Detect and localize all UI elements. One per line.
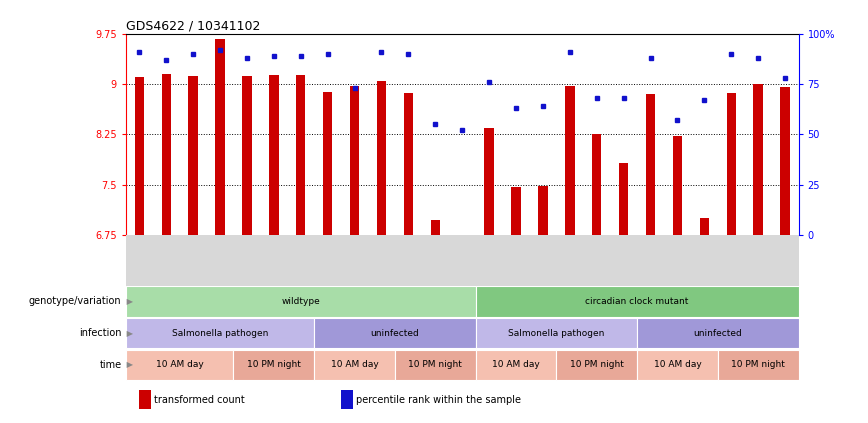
Text: 10 PM night: 10 PM night — [247, 360, 301, 369]
Bar — [126, 318, 314, 349]
Bar — [511, 187, 521, 235]
Text: ▶: ▶ — [124, 297, 134, 306]
Bar — [314, 349, 395, 380]
Bar — [215, 38, 225, 235]
Bar — [296, 75, 306, 235]
Bar — [646, 94, 655, 235]
Text: 10 AM day: 10 AM day — [331, 360, 378, 369]
Text: circadian clock mutant: circadian clock mutant — [585, 297, 689, 306]
Bar — [753, 84, 763, 235]
Bar — [404, 93, 413, 235]
Bar — [476, 349, 556, 380]
Bar — [126, 286, 476, 316]
Bar — [323, 92, 332, 235]
Text: 10 AM day: 10 AM day — [654, 360, 701, 369]
Bar — [269, 75, 279, 235]
Bar — [314, 318, 476, 349]
Text: wildtype: wildtype — [281, 297, 320, 306]
Bar — [395, 349, 476, 380]
Text: percentile rank within the sample: percentile rank within the sample — [356, 395, 521, 405]
Bar — [619, 163, 628, 235]
Bar — [476, 286, 799, 316]
Text: time: time — [100, 360, 122, 370]
Bar — [565, 86, 575, 235]
Text: 10 AM day: 10 AM day — [492, 360, 540, 369]
Bar — [350, 86, 359, 235]
Bar — [673, 136, 682, 235]
Bar — [727, 93, 736, 235]
Text: genotype/variation: genotype/variation — [29, 297, 122, 306]
Text: GDS4622 / 10341102: GDS4622 / 10341102 — [126, 20, 260, 33]
Bar — [341, 390, 353, 409]
Text: Salmonella pathogen: Salmonella pathogen — [172, 329, 268, 338]
Text: 10 PM night: 10 PM night — [408, 360, 463, 369]
Bar — [135, 77, 144, 235]
Bar — [139, 390, 151, 409]
Text: ▶: ▶ — [124, 329, 134, 338]
Bar — [637, 318, 799, 349]
Text: 10 PM night: 10 PM night — [569, 360, 624, 369]
Bar — [377, 81, 386, 235]
Text: uninfected: uninfected — [694, 329, 742, 338]
Bar — [592, 135, 602, 235]
Text: infection: infection — [79, 328, 122, 338]
Bar — [233, 349, 314, 380]
Bar — [188, 76, 198, 235]
Text: uninfected: uninfected — [371, 329, 419, 338]
Text: 10 PM night: 10 PM night — [731, 360, 786, 369]
Bar — [556, 349, 637, 380]
Bar — [126, 349, 233, 380]
Bar — [431, 220, 440, 235]
Text: ▶: ▶ — [124, 360, 134, 369]
Text: 10 AM day: 10 AM day — [155, 360, 204, 369]
Text: transformed count: transformed count — [155, 395, 245, 405]
Bar — [161, 74, 171, 235]
Text: Salmonella pathogen: Salmonella pathogen — [508, 329, 605, 338]
Bar — [700, 218, 709, 235]
Bar — [457, 235, 467, 242]
Bar — [476, 318, 637, 349]
Bar — [780, 88, 790, 235]
Bar — [538, 186, 548, 235]
Bar — [242, 76, 252, 235]
Bar — [718, 349, 799, 380]
Bar — [484, 128, 494, 235]
Bar — [637, 349, 718, 380]
